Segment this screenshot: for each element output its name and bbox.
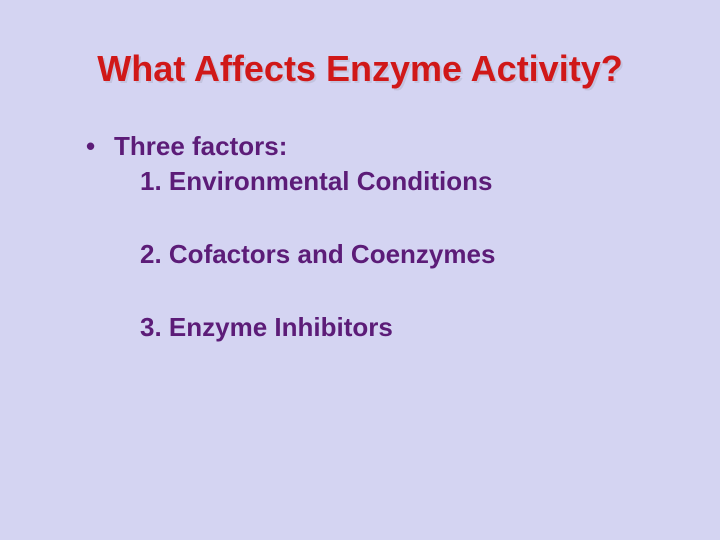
list-item: 3. Enzyme Inhibitors — [140, 312, 686, 343]
slide-title: What Affects Enzyme Activity? — [34, 48, 686, 89]
ordered-list: 1. Environmental Conditions 2. Cofactors… — [34, 166, 686, 343]
slide: What Affects Enzyme Activity? •Three fac… — [0, 0, 720, 540]
list-item: 1. Environmental Conditions — [140, 166, 686, 197]
bullet-icon: • — [86, 131, 114, 162]
intro-text: Three factors: — [114, 131, 287, 161]
intro-row: •Three factors: — [86, 131, 686, 162]
list-item: 2. Cofactors and Coenzymes — [140, 239, 686, 270]
